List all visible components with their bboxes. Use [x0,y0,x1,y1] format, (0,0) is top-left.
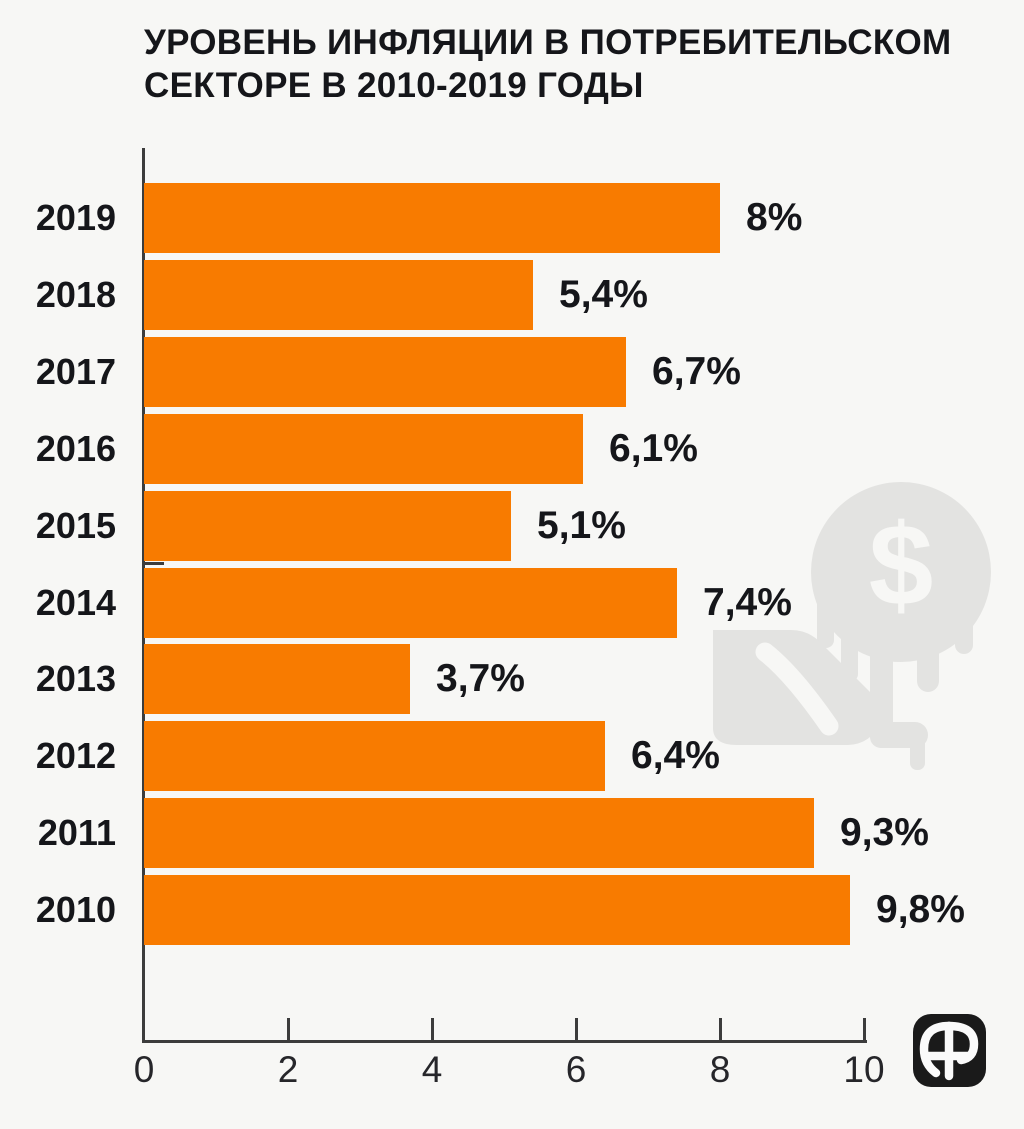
melting-dollar-watermark: $ [713,482,991,770]
bar-2013 [144,644,410,714]
year-label: 2019 [35,197,116,238]
value-label: 3,7% [436,657,525,700]
chart-title: УРОВЕНЬ ИНФЛЯЦИИ В ПОТРЕБИТЕЛЬСКОМ СЕКТО… [144,21,1004,107]
bar-2018 [144,260,533,330]
value-label: 9,8% [876,888,965,931]
x-tick-label: 0 [133,1049,155,1090]
bar-2016 [144,414,583,484]
value-label: 8% [746,196,803,239]
bar-2014 [144,568,677,638]
value-label: 7,4% [703,581,792,624]
year-label: 2014 [35,582,116,623]
bar-2015 [144,491,511,561]
bar-2011 [144,798,814,868]
value-label: 6,1% [609,427,698,470]
x-tick-label: 8 [709,1049,731,1090]
chart-title-line1: УРОВЕНЬ ИНФЛЯЦИИ В ПОТРЕБИТЕЛЬСКОМ [144,23,952,62]
x-tick [863,1018,866,1041]
x-tick [719,1018,722,1041]
value-label: 6,7% [652,350,741,393]
bar-2010 [144,875,850,945]
x-tick-label: 6 [565,1049,587,1090]
bar-2019 [144,183,720,253]
year-label: 2010 [35,889,116,930]
open-hand [713,630,882,745]
x-tick-label: 10 [843,1049,885,1090]
coin-blob [811,482,991,770]
bar-2017 [144,337,626,407]
value-label: 6,4% [631,734,720,777]
dollar-icon: $ [869,500,934,630]
y-axis-mid-tick [145,562,164,565]
year-label: 2016 [35,428,116,469]
x-tick-label: 4 [421,1049,443,1090]
value-label: 5,1% [537,504,626,547]
year-label: 2013 [35,658,116,699]
publisher-logo [913,1014,986,1087]
bar-2012 [144,721,605,791]
year-label: 2018 [35,274,116,315]
chart-title-line2: СЕКТОРЕ В 2010-2019 ГОДЫ [144,66,644,105]
x-tick [575,1018,578,1041]
logo-monogram-icon [919,1021,979,1081]
year-label: 2012 [35,735,116,776]
value-label: 5,4% [559,273,648,316]
x-axis-line [142,1040,867,1043]
thumb-groove [755,642,839,736]
x-tick-label: 2 [277,1049,299,1090]
value-label: 9,3% [840,811,929,854]
y-axis-line [142,148,145,1043]
year-label: 2011 [37,812,116,853]
year-label: 2015 [35,505,116,546]
x-tick [431,1018,434,1041]
year-label: 2017 [35,351,116,392]
x-tick [287,1018,290,1041]
